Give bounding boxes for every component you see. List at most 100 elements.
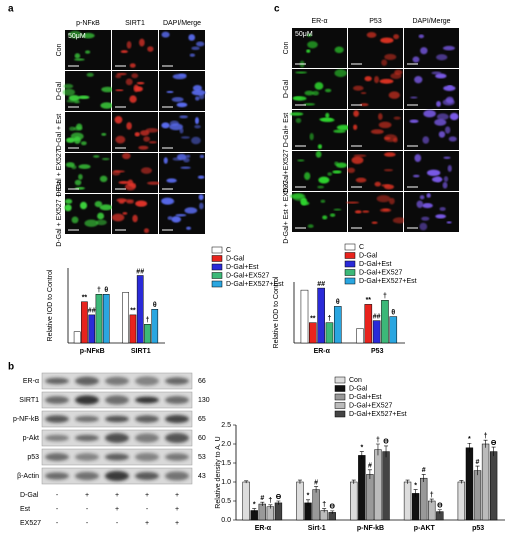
cell <box>86 72 94 77</box>
blot-band <box>135 376 159 386</box>
y-tick-label: 2.5 <box>221 422 231 429</box>
cell <box>383 184 395 190</box>
protein-label: β-Actin <box>17 473 39 480</box>
legend-label: D-Gal+EX527 <box>226 272 269 279</box>
cell <box>84 219 99 227</box>
significance-marker: * <box>468 436 471 443</box>
error-bar <box>384 445 389 458</box>
cell <box>178 73 187 77</box>
bar <box>312 489 320 521</box>
blot-band <box>135 433 159 443</box>
cell <box>329 213 336 217</box>
cell <box>314 82 324 90</box>
cell <box>115 135 126 144</box>
cell <box>162 198 175 205</box>
cell <box>336 124 351 131</box>
cell <box>198 194 204 201</box>
cell <box>161 122 170 129</box>
cell <box>62 88 75 96</box>
cell <box>134 132 140 137</box>
micrograph <box>404 192 459 232</box>
protein-label: p53 <box>27 454 39 461</box>
cell <box>438 131 446 138</box>
legend-label: D-Gal <box>349 385 368 392</box>
cell <box>320 117 335 123</box>
cell <box>434 118 447 126</box>
error-bar <box>375 443 380 456</box>
cell <box>376 195 391 203</box>
cell <box>125 78 133 86</box>
row-label: D-Gal + Est <box>56 114 63 150</box>
significance-marker: * <box>360 444 363 451</box>
cell <box>332 170 342 174</box>
cell <box>297 159 305 162</box>
cell <box>442 181 448 189</box>
x-tick-label: p-NFκB <box>80 348 105 355</box>
bar <box>136 275 144 344</box>
cell <box>414 154 422 162</box>
cell <box>139 38 145 47</box>
error-bar <box>429 498 434 503</box>
cell <box>317 144 323 149</box>
cell <box>179 127 184 134</box>
scale-label: 50μM <box>68 33 86 40</box>
bar <box>122 292 129 344</box>
significance-marker: Ɵ <box>437 503 443 510</box>
cell <box>148 141 157 144</box>
blot-band <box>45 434 69 442</box>
cell <box>374 75 380 84</box>
cell <box>74 53 81 59</box>
bar <box>81 301 88 344</box>
legend-label: D-Gal+EX527+Est <box>349 411 407 418</box>
legend-swatch <box>211 246 223 254</box>
cell <box>351 156 364 164</box>
cell <box>307 41 318 49</box>
cell <box>126 122 132 130</box>
treatment-sign: - <box>86 506 89 513</box>
row-label: D-Gal+EX527 <box>283 149 290 192</box>
bar <box>350 481 358 521</box>
treatment-sign: + <box>145 520 149 527</box>
bar <box>411 493 420 521</box>
x-tick-label: p53 <box>472 525 484 532</box>
cell <box>147 46 154 52</box>
bar <box>389 316 398 344</box>
bar <box>473 470 482 521</box>
cell <box>186 154 191 158</box>
cell <box>93 155 100 158</box>
cell <box>78 174 83 180</box>
cell <box>333 208 342 211</box>
cell <box>64 198 73 204</box>
cell <box>325 112 330 119</box>
cell <box>320 199 326 203</box>
bar <box>258 503 266 521</box>
row-label: D-Gal+ Est + EX527 <box>283 180 290 244</box>
blot-band <box>165 396 189 404</box>
bar <box>266 506 275 521</box>
cell <box>188 34 196 41</box>
cell <box>371 221 378 224</box>
cell <box>446 221 452 224</box>
cell <box>360 91 367 95</box>
cell <box>161 31 170 38</box>
kda-label: 60 <box>198 435 206 442</box>
cell <box>120 50 128 54</box>
cell <box>191 46 200 51</box>
cell <box>63 83 74 89</box>
significance-marker: † <box>322 501 326 508</box>
error-bar <box>467 442 472 453</box>
cell <box>345 201 360 204</box>
treatment-sign: - <box>56 520 59 527</box>
row-label: Con <box>56 43 63 56</box>
y-tick-label: 0.0 <box>221 517 231 524</box>
scale-label: 50μM <box>295 31 313 38</box>
legend-label: D-Gal <box>359 252 378 259</box>
cell <box>436 101 441 107</box>
legend-label: C <box>226 247 231 254</box>
legend-label: D-Gal+Est <box>349 394 382 401</box>
cell <box>180 166 191 170</box>
error-bar <box>330 510 335 514</box>
legend-swatch <box>211 255 223 262</box>
y-tick-label: 0.5 <box>221 498 231 505</box>
significance-marker: θ <box>153 302 157 309</box>
